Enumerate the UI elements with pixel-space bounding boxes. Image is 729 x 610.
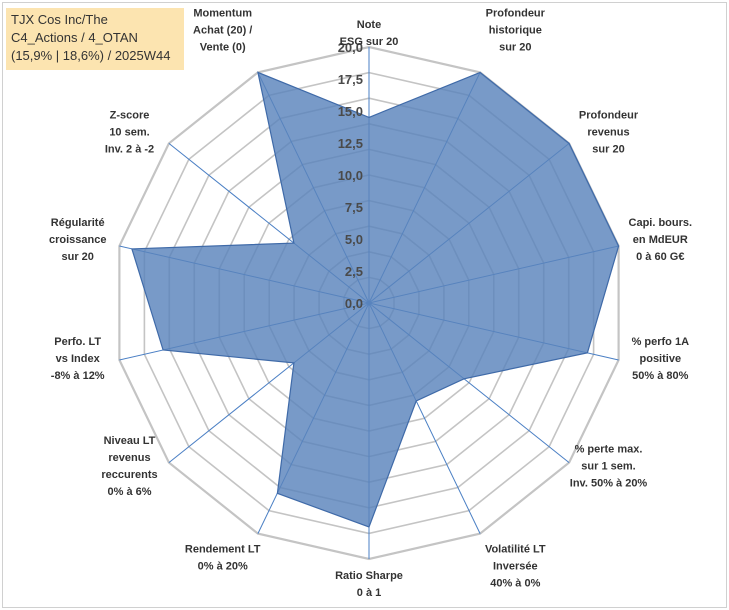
axis-label: Niveau LT revenus reccurents 0% à 6% xyxy=(101,435,157,498)
axis-label: Profondeur historique sur 20 xyxy=(486,8,546,54)
axis-label-line: sur 20 xyxy=(592,143,624,155)
axis-label-line: Capi. bours. xyxy=(629,217,693,229)
axis-label-line: Profondeur xyxy=(486,8,546,20)
axis-label: Note ESG sur 20 xyxy=(340,19,399,48)
axis-label-line: Perfo. LT xyxy=(54,336,101,348)
axis-label-line: 50% à 80% xyxy=(632,370,688,382)
tick-label: 10,0 xyxy=(338,168,363,183)
axis-label-line: 0 à 60 G€ xyxy=(636,251,684,263)
tick-label: 20,0 xyxy=(338,40,363,55)
axis-label-line: Achat (20) / xyxy=(193,25,252,37)
axis-label-line: Rendement LT xyxy=(185,544,261,556)
axis-label: Rendement LT 0% à 20% xyxy=(185,544,261,573)
axis-label: Capi. bours. en MdEUR 0 à 60 G€ xyxy=(629,217,693,263)
axis-label-line: vs Index xyxy=(56,353,101,365)
axis-label-line: 40% à 0% xyxy=(490,578,540,590)
axis-label-line: 0% à 20% xyxy=(198,561,248,573)
axis-label-line: Volatilité LT xyxy=(485,544,546,556)
axis-labels: Note ESG sur 20 Profondeur historique sur 20… xyxy=(49,8,692,600)
axis-label: Volatilité LT Inversée 40% à 0% xyxy=(485,544,546,590)
axis-label: % perte max. sur 1 sem. Inv. 50% à 20% xyxy=(570,444,648,490)
axis-label-line: revenus xyxy=(587,126,629,138)
tick-label: 2,5 xyxy=(345,264,363,279)
axis-label-line: 0% à 6% xyxy=(107,486,151,498)
axis-label-line: croissance xyxy=(49,234,106,246)
axis-label-line: en MdEUR xyxy=(633,234,688,246)
radial-tick-labels: 0,0 2,5 5,0 7,5 10,0 12,5 15,0 17,5 20,0 xyxy=(338,40,363,311)
axis-label-line: revenus xyxy=(108,452,150,464)
axis-label-line: % perfo 1A xyxy=(632,336,690,348)
tick-label: 12,5 xyxy=(338,136,363,151)
axis-label-line: % perte max. xyxy=(575,444,643,456)
axis-label-line: sur 20 xyxy=(499,42,531,54)
axis-label-line: Inv. 50% à 20% xyxy=(570,478,648,490)
axis-label: Profondeur revenus sur 20 xyxy=(579,109,639,155)
axis-label-line: Momentum xyxy=(193,8,252,20)
title-line-2: C4_Actions / 4_OTAN xyxy=(11,30,138,45)
title-line-1: TJX Cos Inc/The xyxy=(11,12,108,27)
axis-label-line: ESG sur 20 xyxy=(340,36,399,48)
axis-label-line: Régularité xyxy=(51,217,105,229)
axis-label-line: Vente (0) xyxy=(200,42,246,54)
axis-label-line: Note xyxy=(357,19,381,31)
axis-label-line: Profondeur xyxy=(579,109,639,121)
tick-label: 5,0 xyxy=(345,232,363,247)
axis-label: % perfo 1A positive 50% à 80% xyxy=(632,336,690,382)
title-box: TJX Cos Inc/The C4_Actions / 4_OTAN (15,… xyxy=(6,8,184,70)
axis-label-line: Z-score xyxy=(110,109,150,121)
radar-series-area xyxy=(131,71,620,528)
axis-label-line: Niveau LT xyxy=(104,435,156,447)
axis-label-line: 0 à 1 xyxy=(357,587,381,599)
axis-label-line: -8% à 12% xyxy=(51,370,105,382)
axis-label-line: historique xyxy=(489,25,542,37)
tick-label: 15,0 xyxy=(338,104,363,119)
axis-label-line: positive xyxy=(640,353,682,365)
axis-label: Perfo. LT vs Index -8% à 12% xyxy=(51,336,105,382)
axis-label: Momentum Achat (20) / Vente (0) xyxy=(193,8,252,54)
tick-label: 7,5 xyxy=(345,200,363,215)
axis-label: Z-score 10 sem. Inv. 2 à -2 xyxy=(105,109,154,155)
axis-label-line: sur 1 sem. xyxy=(581,461,635,473)
axis-label-line: Inv. 2 à -2 xyxy=(105,143,154,155)
axis-label-line: reccurents xyxy=(101,469,157,481)
axis-label: Ratio Sharpe 0 à 1 xyxy=(335,570,403,599)
axis-label-line: sur 20 xyxy=(61,251,93,263)
tick-label: 0,0 xyxy=(345,296,363,311)
axis-label-line: Inversée xyxy=(493,561,538,573)
title-line-3: (15,9% | 18,6%) / 2025W44 xyxy=(11,48,171,63)
tick-label: 17,5 xyxy=(338,72,363,87)
axis-label-line: Ratio Sharpe xyxy=(335,570,403,582)
axis-label: Régularité croissance sur 20 xyxy=(49,217,106,263)
axis-label-line: 10 sem. xyxy=(109,126,149,138)
